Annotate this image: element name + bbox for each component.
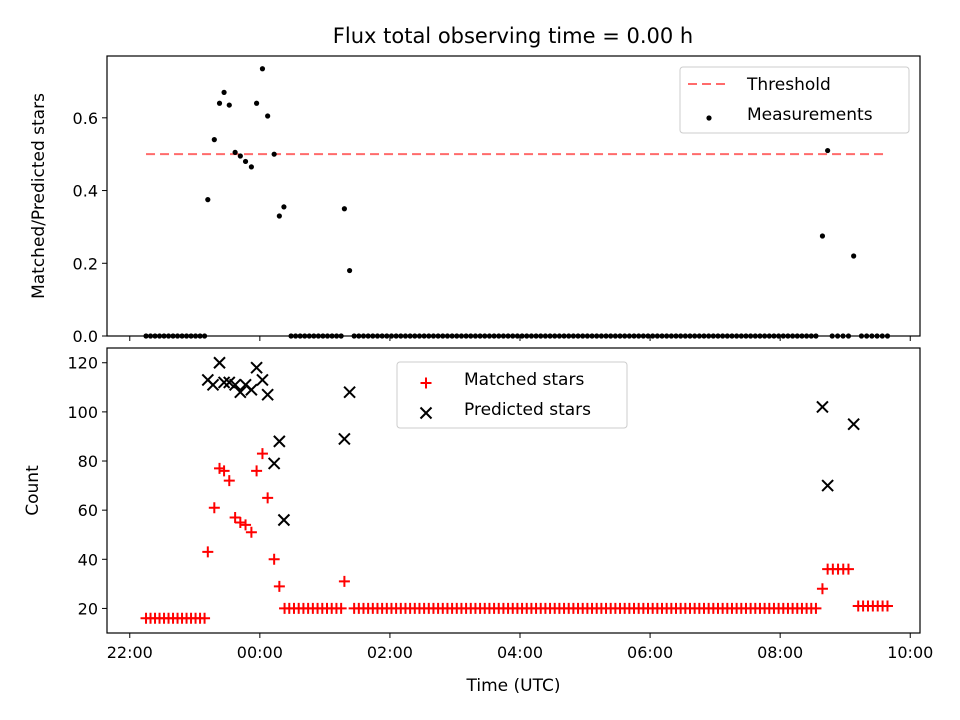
predicted-stars-point (847, 417, 860, 431)
legend-label: Threshold (746, 75, 831, 95)
panel2-xtick-label: 10:00 (887, 643, 933, 662)
matched-stars-point (842, 563, 854, 575)
measurements-point (248, 164, 254, 170)
panel1-ytick-label: 0.6 (73, 109, 98, 128)
panel2-xtick-label: 00:00 (237, 643, 283, 662)
matched-stars-point (262, 492, 274, 504)
panel2-ytick-label: 100 (67, 403, 98, 422)
matched-stars-point (202, 546, 214, 558)
figure-title: Flux total observing time = 0.00 h (333, 24, 693, 48)
matched-stars-point (245, 526, 257, 538)
predicted-stars-point (338, 432, 351, 446)
panel1-ylabel: Matched/Predicted stars (29, 93, 49, 299)
predicted-stars-point (250, 361, 263, 374)
matched-stars-point (234, 516, 246, 528)
matched-stars-point (268, 553, 280, 565)
panel2-xtick-label: 04:00 (497, 643, 543, 662)
predicted-stars-point (228, 378, 242, 392)
predicted-stars-point (816, 400, 829, 414)
measurements-point (346, 267, 353, 274)
measurements-point (232, 149, 238, 155)
predicted-stars-point (277, 513, 291, 527)
legend-label: Measurements (747, 105, 873, 125)
measurements-point (271, 151, 277, 157)
matched-stars-point (256, 448, 268, 460)
measurements-point (226, 102, 232, 108)
panel1-ytick-label: 0.4 (73, 182, 98, 201)
matched-stars-point (240, 519, 252, 531)
predicted-stars-point (234, 386, 247, 399)
measurements-point (237, 153, 243, 159)
panel1-ytick-label: 0.0 (73, 327, 98, 346)
measurements-point (851, 253, 857, 259)
panel1-legend (679, 66, 910, 134)
predicted-stars-point (261, 388, 274, 401)
measurements-point (221, 89, 227, 95)
legend-marker (419, 406, 433, 420)
matched-stars-point (335, 602, 347, 614)
measurements-point (205, 197, 211, 203)
matched-stars-point (881, 600, 893, 612)
panel1-frame (106, 55, 921, 337)
matched-stars-point (251, 465, 263, 477)
measurements-point (259, 66, 266, 72)
panel2-ytick-label: 80 (78, 452, 98, 471)
measurements-point (276, 213, 282, 219)
measurements-point (211, 137, 217, 143)
predicted-stars-point (273, 435, 286, 448)
matched-stars-point (338, 575, 350, 587)
measurements-point (265, 113, 271, 119)
panel2-xtick-label: 22:00 (107, 643, 153, 662)
matched-stars-point (273, 580, 285, 592)
legend-label: Matched stars (464, 370, 584, 390)
panel2-xtick-label: 08:00 (757, 643, 803, 662)
matched-stars-point (810, 602, 822, 614)
panel2-ylabel: Count (23, 465, 43, 516)
measurements-point (819, 233, 826, 239)
measurements-point (281, 204, 287, 210)
matched-stars-point (223, 475, 235, 487)
predicted-stars-point (343, 386, 356, 399)
legend-marker (706, 115, 712, 121)
panel1-ytick-label: 0.2 (73, 254, 98, 273)
panel2-frame (106, 347, 921, 634)
predicted-stars-point (821, 479, 834, 492)
panel2-xtick-label: 02:00 (367, 643, 413, 662)
predicted-stars-point (267, 457, 281, 470)
measurements-point (216, 100, 223, 106)
matched-stars-point (229, 512, 241, 524)
matched-stars-point (218, 465, 230, 477)
panel2-legend (396, 361, 628, 429)
predicted-stars-point (206, 378, 220, 392)
panel2-xtick-label: 06:00 (627, 643, 673, 662)
predicted-stars-point (217, 376, 231, 389)
measurements-point (825, 147, 831, 154)
matched-stars-point (816, 583, 828, 595)
matched-stars-point (199, 612, 211, 624)
legend-marker (420, 377, 432, 389)
panel2-xlabel: Time (UTC) (466, 676, 561, 696)
matched-stars-point (208, 502, 220, 514)
panel2-ytick-label: 20 (78, 599, 98, 618)
measurements-point (341, 206, 347, 212)
panel2-ytick-label: 60 (78, 501, 98, 520)
predicted-stars-point (256, 373, 269, 387)
panel2-ytick-label: 40 (78, 550, 98, 569)
legend-label: Predicted stars (464, 400, 591, 420)
predicted-stars-point (245, 383, 258, 396)
measurements-point (242, 158, 249, 165)
predicted-stars-point (213, 356, 226, 369)
measurements-point (253, 100, 260, 106)
panel2-ytick-label: 120 (67, 354, 98, 373)
